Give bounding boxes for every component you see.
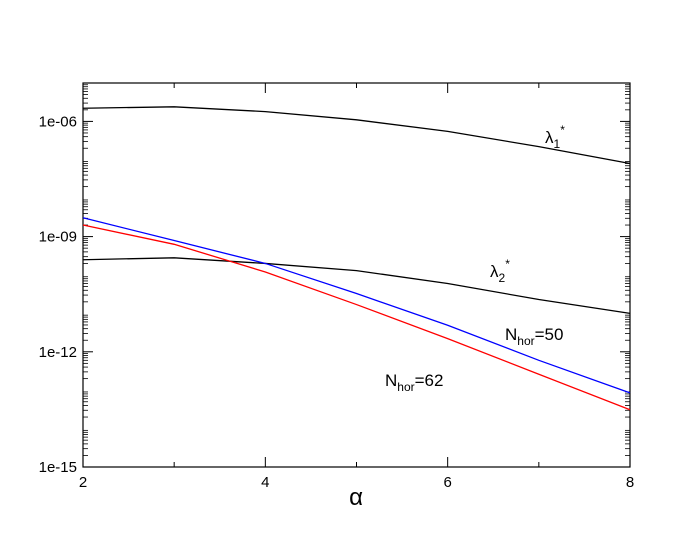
series-line [82, 224, 631, 411]
series-line [82, 217, 631, 394]
y-tick-label: 1e-12 [39, 344, 77, 361]
annotation-sup: * [505, 257, 510, 271]
annotation-text: λ [545, 128, 554, 147]
annotation: λ2* [490, 257, 510, 285]
annotation: λ1* [545, 123, 565, 151]
annotation-sub: 2 [499, 271, 506, 285]
y-tick-label: 1e-06 [39, 113, 77, 130]
annotation-sub: 1 [554, 137, 561, 151]
annotation-tail: =50 [535, 325, 564, 344]
x-tick-label: 6 [443, 474, 451, 491]
annotation-text: λ [490, 262, 499, 281]
annotation: Nhor=50 [505, 325, 563, 348]
series-line [82, 106, 631, 165]
x-tick-label: 4 [261, 474, 269, 491]
annotation-tail: =62 [415, 371, 444, 390]
annotation-sub: hor [397, 380, 414, 394]
y-tick-label: 1e-09 [39, 229, 77, 246]
series-line [82, 257, 631, 315]
x-tick-label: 2 [79, 474, 87, 491]
annotation-text: N [385, 371, 397, 390]
x-tick-label: 8 [626, 474, 634, 491]
y-tick-label: 1e-15 [39, 459, 77, 476]
annotation-text: N [505, 325, 517, 344]
annotation: Nhor=62 [385, 371, 443, 394]
annotation-sub: hor [517, 334, 534, 348]
annotation-sup: * [560, 123, 565, 137]
x-axis-label: α [349, 484, 363, 511]
